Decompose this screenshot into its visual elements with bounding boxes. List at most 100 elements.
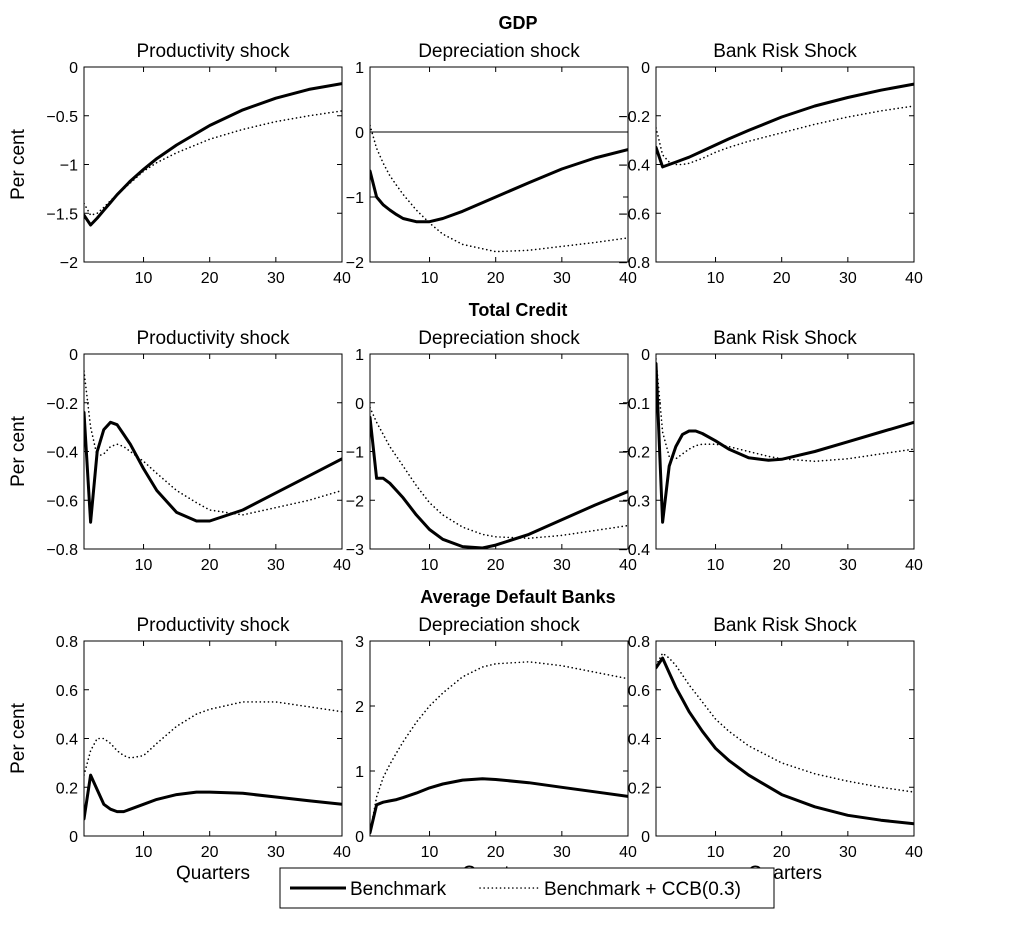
panel-title: Depreciation shock	[418, 41, 580, 62]
panel-2-2: Depreciation shock 10 20 30 40 −3 −2 −1 0 1	[346, 328, 637, 574]
x-tick-label: 20	[487, 557, 505, 574]
y-tick-label: −3	[346, 542, 364, 559]
legend: Benchmark Benchmark + CCB(0.3)	[279, 867, 775, 909]
x-tick-label: 40	[333, 844, 351, 861]
x-tick-label: 10	[135, 557, 153, 574]
x-tick-label: 40	[905, 270, 923, 287]
y-tick-label: 0.2	[628, 780, 650, 797]
y-tick-label: 0	[641, 60, 650, 77]
y-axis-label: Per cent	[8, 702, 29, 773]
y-tick-label: 1	[355, 764, 364, 781]
x-tick-label: 30	[267, 270, 285, 287]
x-tick-label: 30	[839, 270, 857, 287]
y-tick-label: 0	[69, 60, 78, 77]
series-line-benchmark	[84, 773, 342, 821]
axes-frame	[83, 640, 343, 837]
x-tick-label: 30	[267, 557, 285, 574]
series-line-ccb	[656, 652, 914, 793]
y-tick-label: −0.2	[618, 445, 650, 462]
panel-title: Productivity shock	[136, 328, 290, 349]
x-tick-label: 40	[333, 270, 351, 287]
y-tick-label: 1	[355, 60, 364, 77]
x-tick-label: 40	[619, 557, 637, 574]
y-axis-label: Per cent	[8, 415, 29, 486]
series-line-ccb	[84, 370, 342, 516]
x-tick-label: 20	[201, 557, 219, 574]
x-tick-label: 10	[421, 270, 439, 287]
y-tick-label: −0.1	[618, 396, 650, 413]
y-tick-label: −0.3	[618, 493, 650, 510]
y-tick-label: −0.5	[46, 109, 78, 126]
x-tick-label: 30	[267, 844, 285, 861]
series-line-ccb	[84, 110, 342, 216]
panel-title: Bank Risk Shock	[713, 41, 857, 62]
legend-box	[279, 867, 775, 909]
y-tick-label: −0.2	[618, 109, 650, 126]
y-tick-label: 0	[355, 396, 364, 413]
x-tick-label: 20	[487, 270, 505, 287]
y-axis-label: Per cent	[8, 128, 29, 199]
series-line-benchmark	[370, 415, 628, 549]
x-tick-label: 30	[553, 844, 571, 861]
x-tick-label: 30	[553, 270, 571, 287]
series-line-ccb	[370, 660, 628, 834]
x-tick-label: 40	[333, 557, 351, 574]
y-tick-label: 0.6	[628, 683, 650, 700]
x-tick-label: 20	[773, 844, 791, 861]
x-tick-label: 10	[421, 844, 439, 861]
y-tick-label: −0.4	[618, 542, 650, 559]
x-tick-label: 20	[487, 844, 505, 861]
y-tick-label: 0.8	[56, 634, 78, 651]
series-line-ccb	[370, 124, 628, 253]
y-tick-label: 0.6	[56, 683, 78, 700]
y-tick-label: −0.6	[618, 206, 650, 223]
series-line-ccb	[84, 701, 342, 776]
x-tick-label: 30	[553, 557, 571, 574]
series-line-benchmark	[656, 656, 914, 826]
y-tick-label: −0.4	[618, 158, 650, 175]
panel-title: Depreciation shock	[418, 615, 580, 636]
y-tick-label: −1.5	[46, 206, 78, 223]
y-tick-label: 0	[69, 347, 78, 364]
x-tick-label: 30	[839, 844, 857, 861]
series-line-ccb	[656, 358, 914, 463]
y-tick-label: 0	[355, 829, 364, 846]
y-tick-label: 1	[355, 347, 364, 364]
axes-frame	[369, 640, 629, 837]
y-tick-label: 0	[641, 829, 650, 846]
series-line-ccb	[656, 105, 914, 166]
x-axis-label: Quarters	[176, 863, 250, 884]
series-line-benchmark	[84, 82, 342, 227]
panel-1-2: Depreciation shock 10 20 30 40 −2 −1 0 1	[346, 41, 637, 287]
panel-3-1: Average Default Banks Productivity shock 1…	[8, 587, 616, 884]
y-tick-label: 3	[355, 634, 364, 651]
x-tick-label: 10	[707, 557, 725, 574]
x-tick-label: 10	[421, 557, 439, 574]
y-tick-label: 0	[641, 347, 650, 364]
x-tick-label: 40	[905, 557, 923, 574]
y-tick-label: 0.4	[628, 732, 650, 749]
y-tick-label: −0.8	[618, 255, 650, 272]
row-title: Average Default Banks	[420, 587, 615, 607]
y-tick-label: −2	[346, 493, 364, 510]
axes-frame	[655, 353, 915, 550]
panel-3-2: Depreciation shock102030400123Quarters	[355, 615, 637, 884]
y-tick-label: 0	[355, 125, 364, 142]
axes-frame	[655, 66, 915, 263]
x-tick-label: 10	[135, 270, 153, 287]
y-tick-label: −1	[60, 158, 78, 175]
row-title: Total Credit	[469, 300, 568, 320]
x-tick-label: 20	[201, 844, 219, 861]
y-tick-label: −0.2	[46, 396, 78, 413]
y-tick-label: −1	[346, 445, 364, 462]
axes-frame	[369, 353, 629, 550]
row-title: GDP	[498, 13, 537, 33]
x-tick-label: 40	[619, 844, 637, 861]
x-tick-label: 40	[619, 270, 637, 287]
panel-title: Bank Risk Shock	[713, 328, 857, 349]
x-tick-label: 10	[135, 844, 153, 861]
